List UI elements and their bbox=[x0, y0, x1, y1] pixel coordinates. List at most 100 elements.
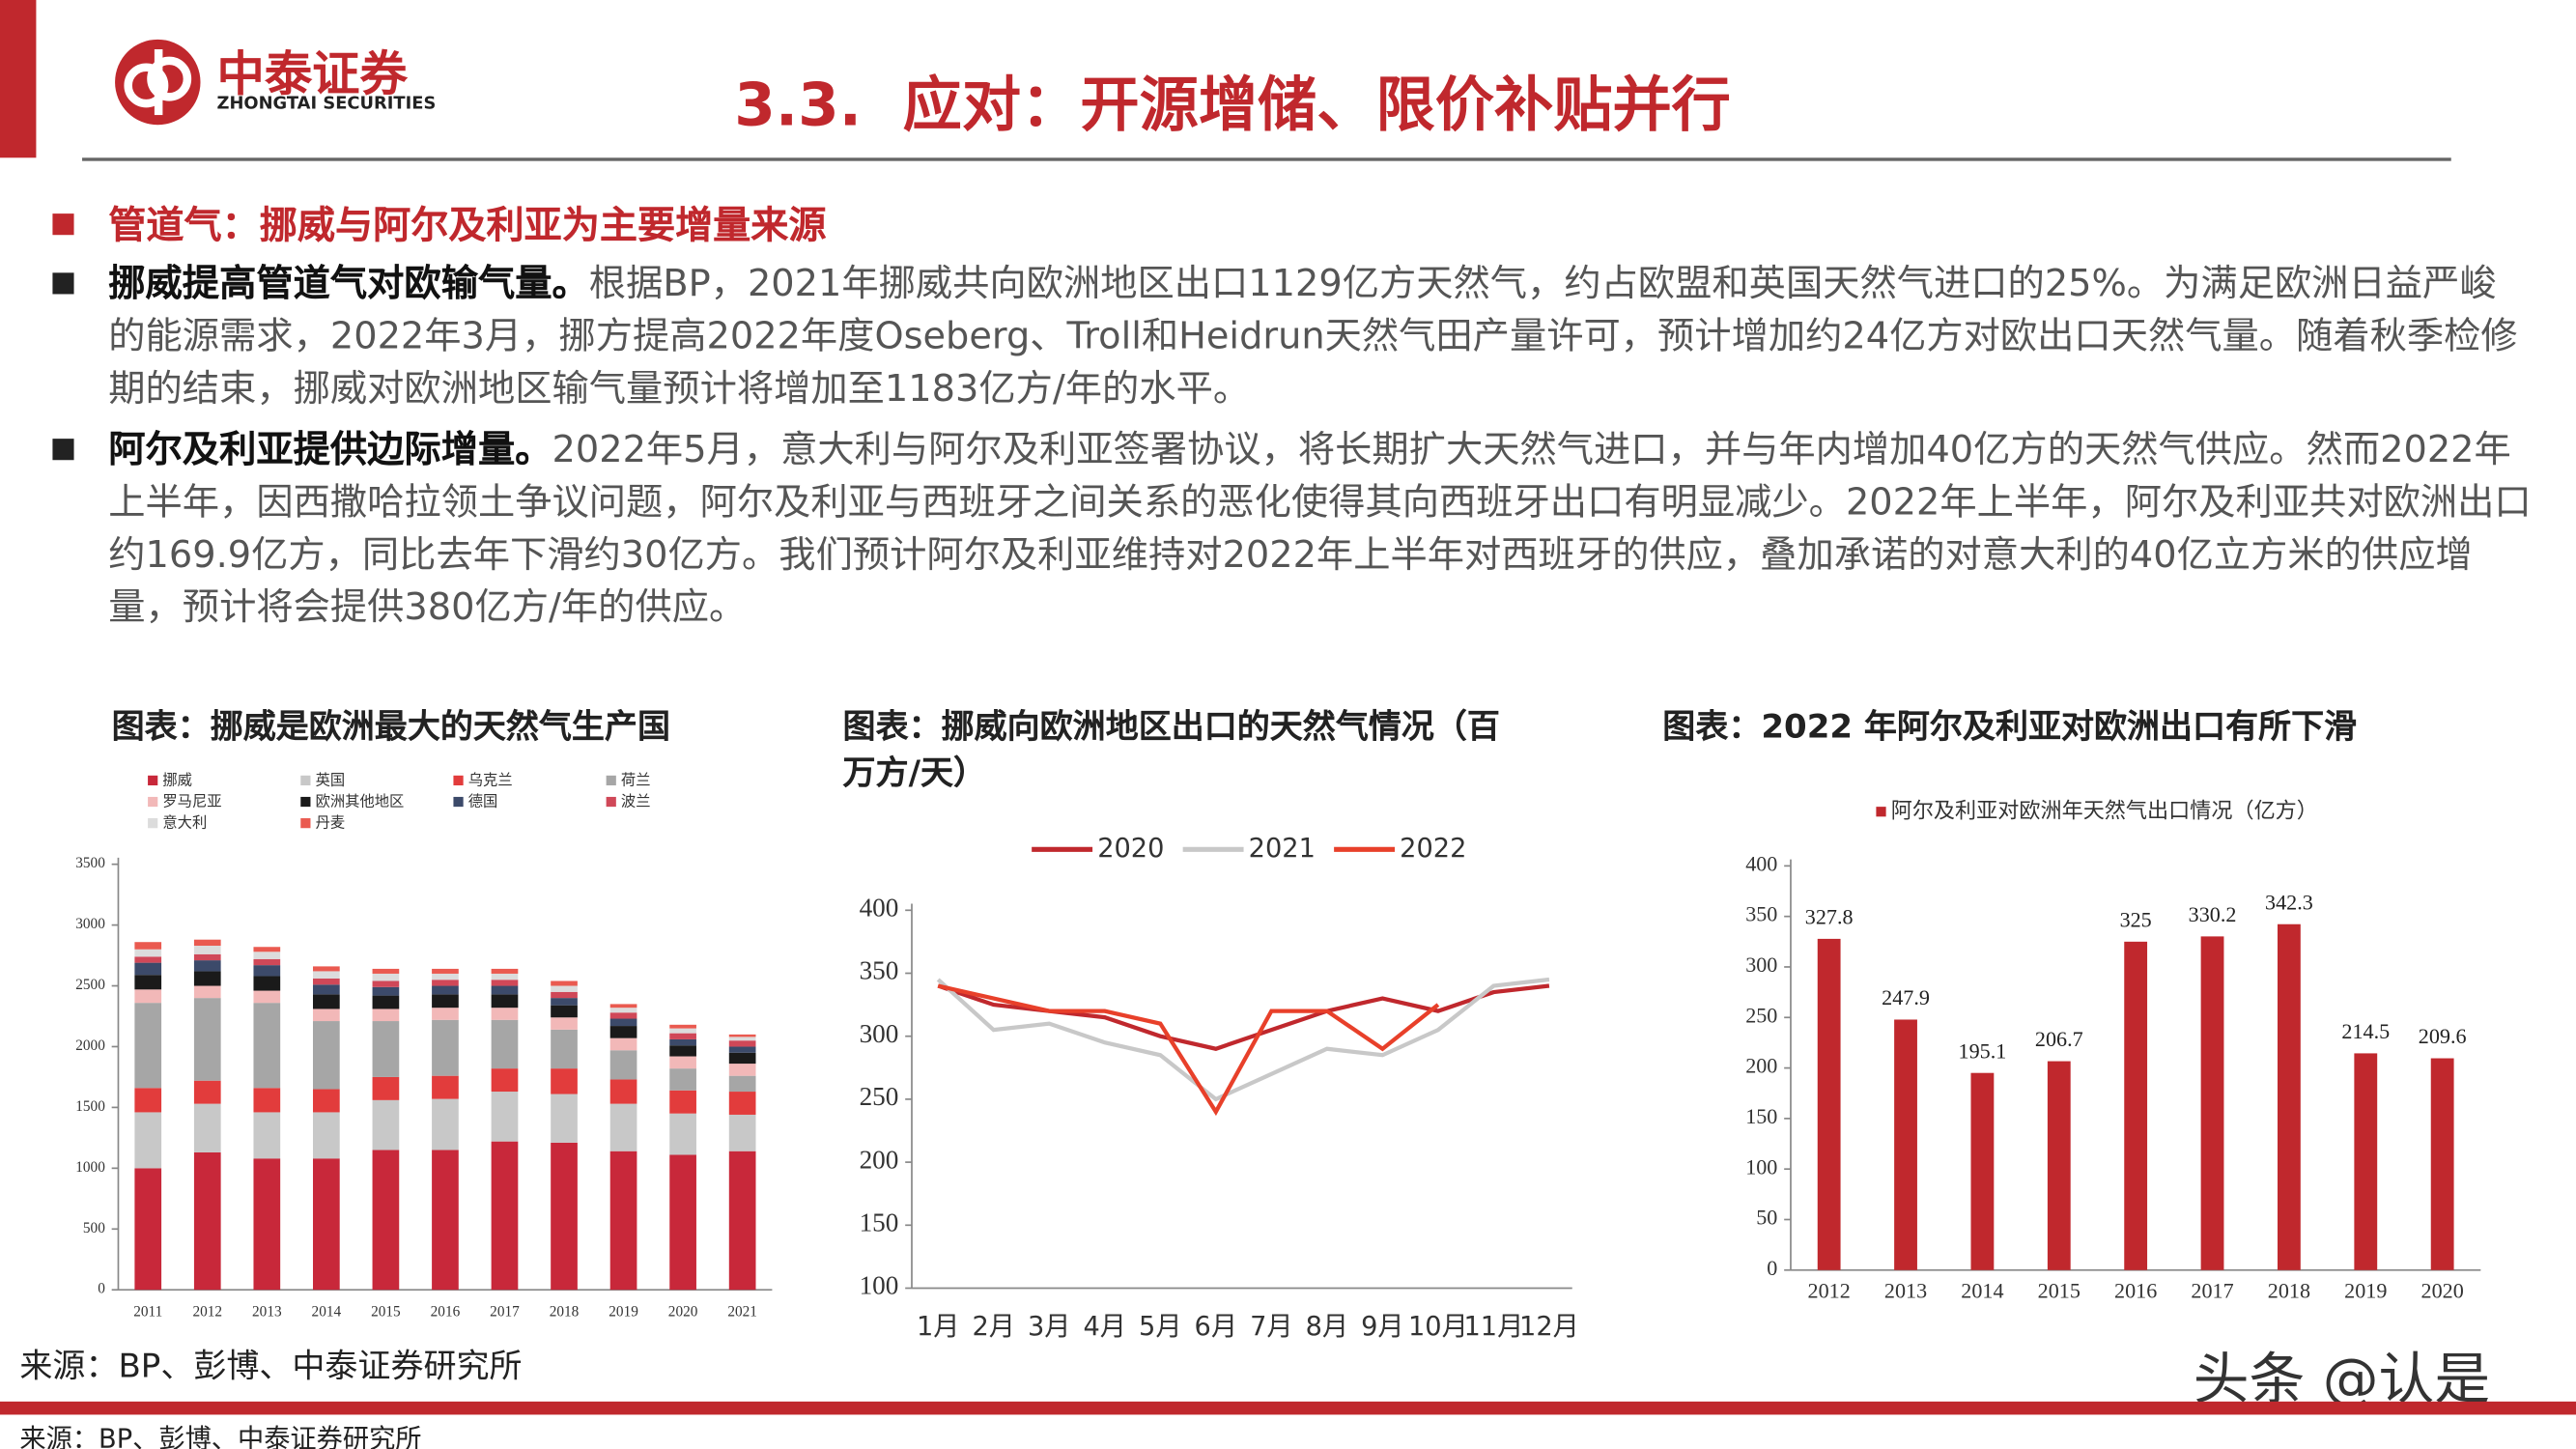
y-tick-label: 300 bbox=[1745, 952, 1777, 977]
x-tick-label: 3月 bbox=[1028, 1312, 1071, 1342]
x-tick-label: 2014 bbox=[312, 1304, 342, 1321]
bar bbox=[609, 1151, 637, 1291]
bar bbox=[253, 958, 281, 966]
lead: 阿尔及利亚提供边际增量。 bbox=[108, 428, 552, 472]
bar bbox=[609, 1008, 637, 1013]
chart-title: 图表：挪威是欧洲最大的天然气生产国 bbox=[111, 706, 670, 747]
bar bbox=[432, 980, 459, 986]
bar bbox=[728, 1034, 756, 1037]
bar bbox=[432, 968, 459, 974]
bar bbox=[491, 973, 519, 980]
bar bbox=[193, 1151, 221, 1291]
x-tick-label: 2015 bbox=[2038, 1279, 2081, 1303]
legend-swatch bbox=[606, 796, 616, 808]
y-tick-label: 3000 bbox=[75, 916, 105, 932]
bar bbox=[253, 965, 281, 977]
bar bbox=[134, 962, 162, 976]
bar bbox=[432, 985, 459, 995]
bar bbox=[491, 1068, 519, 1093]
x-tick-label: 10月 bbox=[1408, 1312, 1468, 1342]
bar bbox=[491, 1019, 519, 1069]
bar bbox=[253, 1112, 281, 1159]
bar bbox=[728, 1052, 756, 1065]
bar bbox=[2124, 941, 2148, 1270]
x-tick-label: 2017 bbox=[2191, 1279, 2233, 1303]
bar bbox=[669, 1154, 696, 1291]
x-tick-label: 2021 bbox=[727, 1304, 757, 1321]
y-tick-label: 400 bbox=[860, 894, 899, 923]
data-label: 195.1 bbox=[1959, 1038, 2007, 1063]
bar bbox=[193, 1103, 221, 1152]
bar bbox=[134, 975, 162, 990]
logo-subtext: ZHONGTAI SECURITIES bbox=[216, 93, 437, 114]
legend-label: 挪威 bbox=[162, 771, 192, 788]
bar bbox=[372, 968, 400, 974]
bar bbox=[609, 1050, 637, 1080]
bar bbox=[1817, 938, 1841, 1270]
bar bbox=[432, 994, 459, 1009]
x-tick-label: 8月 bbox=[1306, 1312, 1349, 1342]
bar bbox=[551, 1005, 578, 1018]
x-tick-label: 5月 bbox=[1139, 1312, 1182, 1342]
bar bbox=[432, 1098, 459, 1151]
x-tick-label: 2020 bbox=[2421, 1279, 2464, 1303]
data-label: 214.5 bbox=[2341, 1019, 2390, 1043]
bar bbox=[193, 953, 221, 961]
bar bbox=[491, 1141, 519, 1291]
x-tick-label: 11月 bbox=[1464, 1312, 1524, 1342]
x-tick-label: 2017 bbox=[490, 1304, 520, 1321]
legend-label: 欧洲其他地区 bbox=[316, 793, 405, 810]
bar bbox=[551, 985, 578, 992]
chart-title: 图表：2022 年阿尔及利亚对欧洲出口有所下滑 bbox=[1662, 706, 2358, 747]
bar bbox=[253, 1088, 281, 1113]
data-label: 327.8 bbox=[1805, 905, 1854, 929]
y-tick-label: 2000 bbox=[75, 1037, 105, 1054]
data-label: 209.6 bbox=[2419, 1024, 2467, 1048]
bar bbox=[669, 1045, 696, 1057]
logo-mark bbox=[115, 39, 201, 126]
bar bbox=[193, 985, 221, 999]
bar bbox=[491, 1092, 519, 1142]
bar bbox=[609, 1037, 637, 1051]
x-tick-label: 2011 bbox=[133, 1304, 162, 1321]
y-tick-label: 150 bbox=[1745, 1104, 1777, 1128]
bar bbox=[551, 980, 578, 986]
bar bbox=[253, 1003, 281, 1089]
x-tick-label: 2019 bbox=[609, 1304, 638, 1321]
bar bbox=[372, 986, 400, 996]
line bbox=[937, 983, 1550, 1051]
bar bbox=[2430, 1058, 2454, 1270]
bar bbox=[432, 1008, 459, 1020]
x-tick-label: 2020 bbox=[668, 1304, 698, 1321]
bar bbox=[669, 1033, 696, 1039]
legend-label: 英国 bbox=[316, 771, 346, 788]
bar bbox=[551, 1017, 578, 1030]
paragraph: 阿尔及利亚提供边际增量。2022年5月，意大利与阿尔及利亚签署协议，将长期扩大天… bbox=[108, 424, 2534, 635]
bar bbox=[669, 1024, 696, 1029]
bar bbox=[551, 1029, 578, 1069]
bar bbox=[432, 1019, 459, 1076]
bar bbox=[609, 1103, 637, 1151]
chart-title: 图表：挪威向欧洲地区出口的天然气情况（百万方/天） bbox=[842, 706, 1500, 792]
bar bbox=[728, 1114, 756, 1151]
bar bbox=[372, 1076, 400, 1100]
bar bbox=[193, 998, 221, 1081]
bar bbox=[313, 994, 340, 1009]
bar bbox=[669, 1068, 696, 1091]
bar bbox=[669, 1056, 696, 1069]
bar bbox=[313, 966, 340, 972]
body: 根据BP，2021年挪威共向欧洲地区出口1129亿方天然气，约占欧盟和英国天然气… bbox=[108, 263, 2518, 412]
x-tick-label: 2014 bbox=[1961, 1279, 2003, 1303]
x-tick-label: 2012 bbox=[192, 1304, 222, 1321]
legend-swatch bbox=[300, 775, 311, 786]
bar bbox=[491, 994, 519, 1009]
bar bbox=[313, 1112, 340, 1159]
bar bbox=[134, 1088, 162, 1113]
paragraph: 挪威提高管道气对欧输气量。根据BP，2021年挪威共向欧洲地区出口1129亿方天… bbox=[108, 258, 2534, 415]
data-label: 206.7 bbox=[2035, 1027, 2083, 1051]
y-tick-label: 0 bbox=[1767, 1256, 1777, 1280]
bar bbox=[551, 998, 578, 1006]
bar bbox=[491, 1008, 519, 1020]
